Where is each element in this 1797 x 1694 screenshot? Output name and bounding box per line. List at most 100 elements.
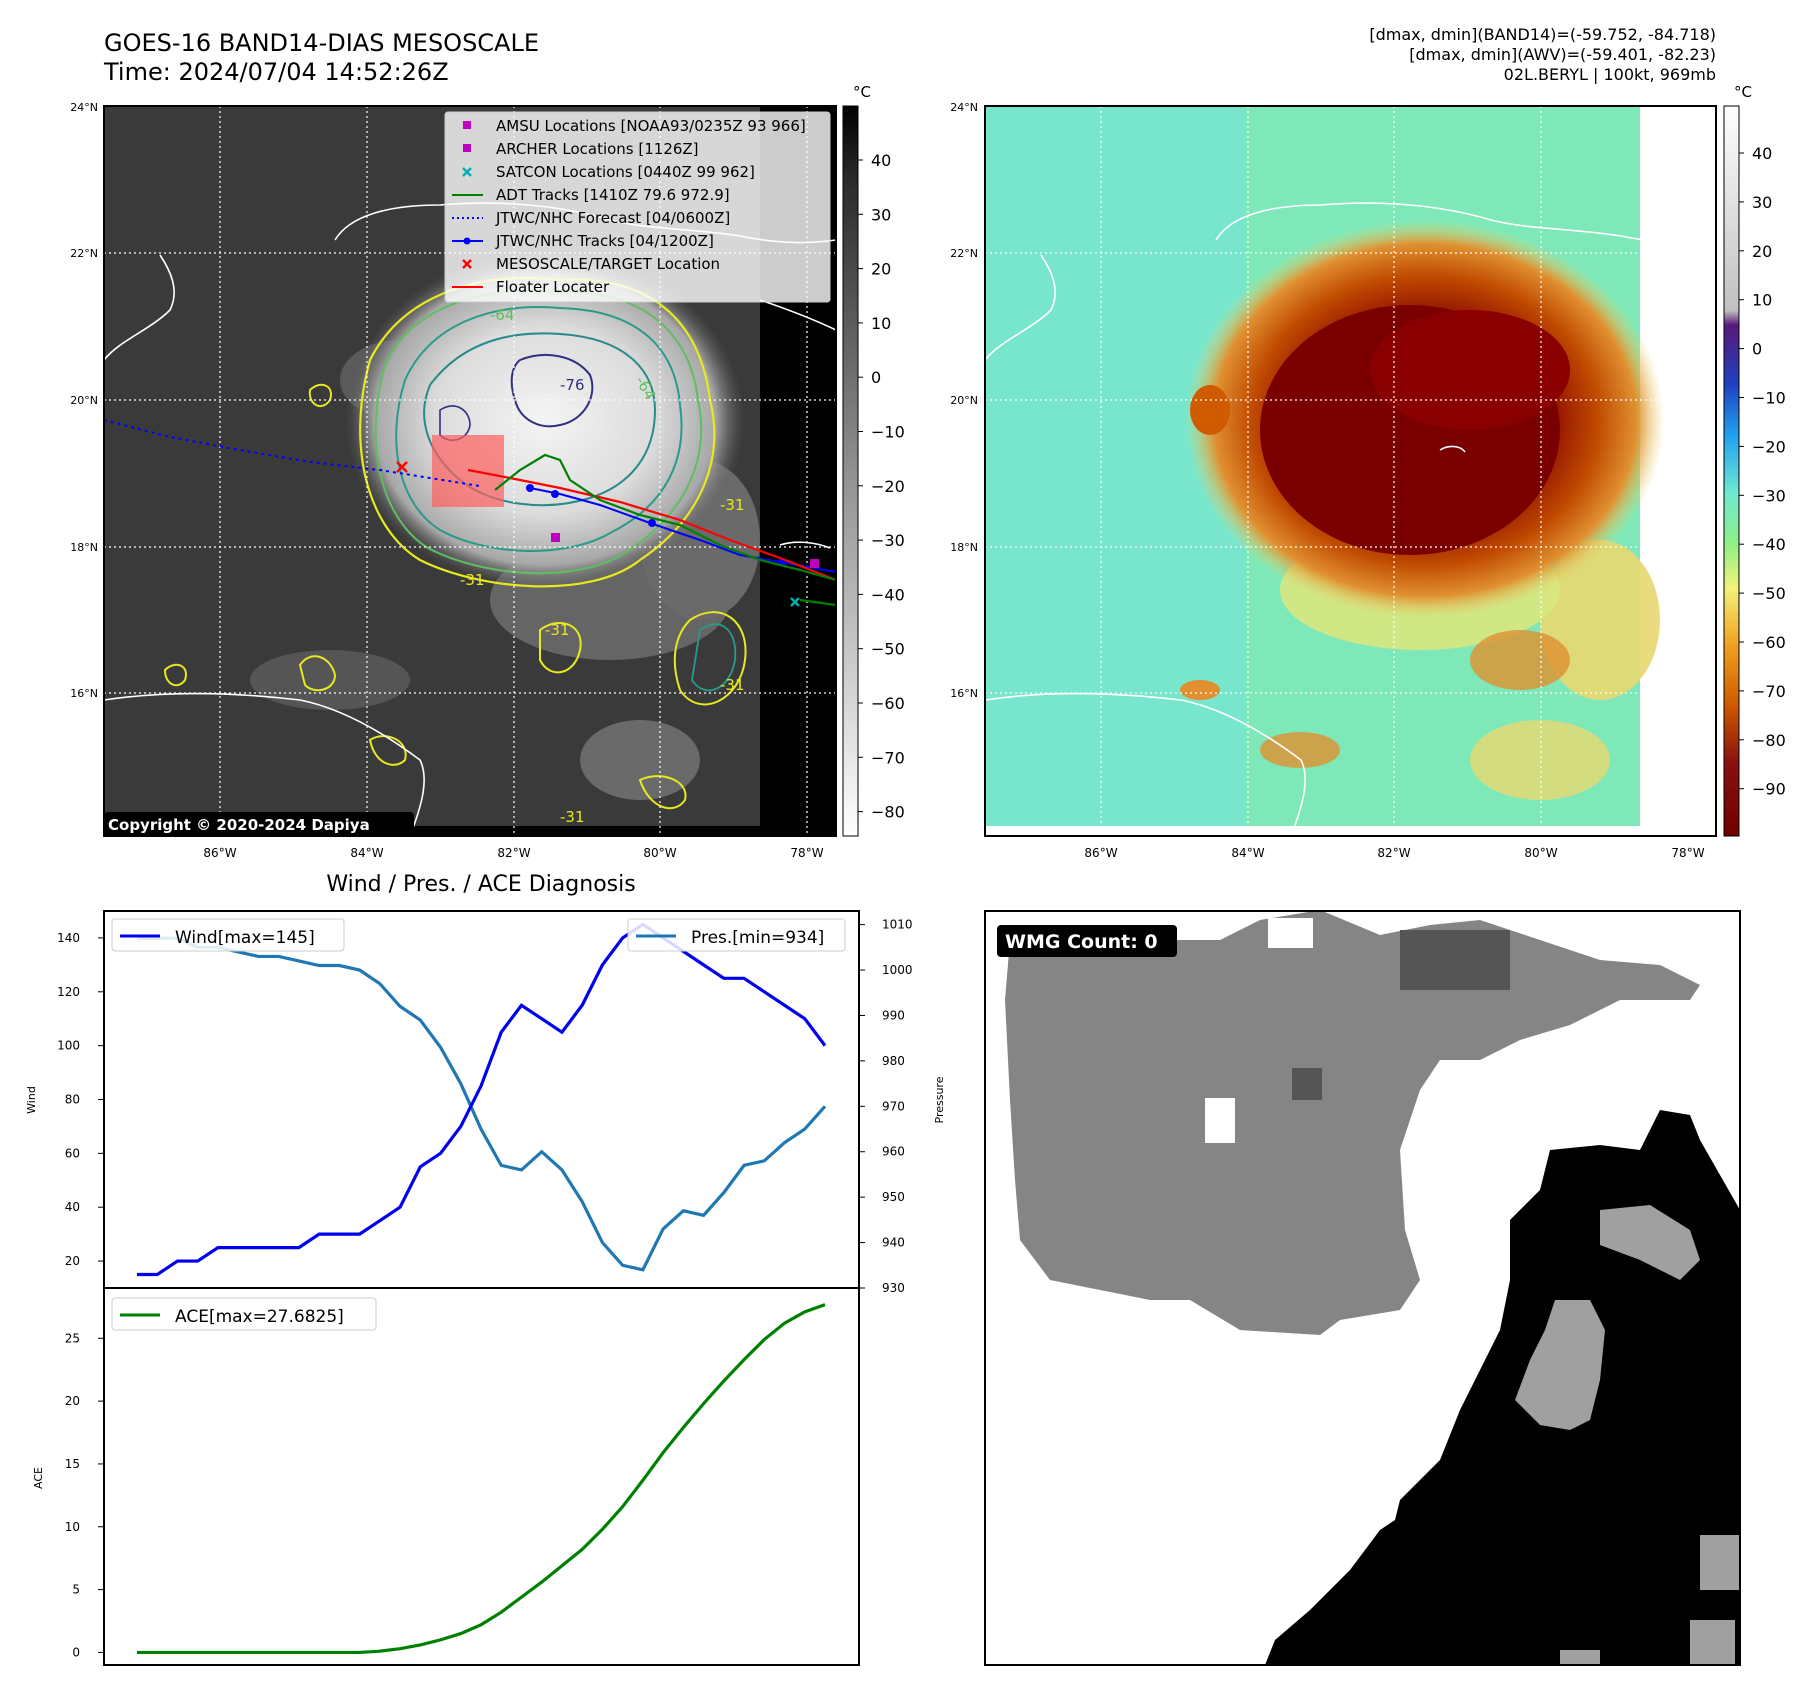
legend-label: ARCHER Locations [1126Z] xyxy=(496,140,699,158)
legend-label: Floater Locater xyxy=(496,278,610,296)
colorbar-tick-label: −70 xyxy=(871,748,905,767)
ace-tick-label: 5 xyxy=(72,1583,80,1597)
wmg-count-badge xyxy=(997,925,1177,957)
lon-label: 82°W xyxy=(497,846,530,860)
wind-tick-label: 40 xyxy=(65,1200,80,1214)
color-cell xyxy=(1190,385,1230,435)
wind-tick-label: 140 xyxy=(57,931,80,945)
adt-track-2 xyxy=(799,598,836,607)
lon-label: 86°W xyxy=(1084,846,1117,860)
wmg-light-patch xyxy=(1700,1535,1740,1590)
jtwc-track-points xyxy=(526,484,786,566)
legend-entry: AMSU Locations [NOAA93/0235Z 93 966] xyxy=(463,117,806,135)
band14-stat: [dmax, dmin](BAND14)=(-59.752, -84.718) xyxy=(1369,25,1716,44)
pressure-tick-label: 990 xyxy=(882,1008,905,1022)
ace-tick-label: 0 xyxy=(72,1645,80,1659)
pressure-tick-label: 940 xyxy=(882,1236,905,1250)
legend-entry: SATCON Locations [0440Z 99 962] xyxy=(462,163,755,181)
pressure-legend-label: Pres.[min=934] xyxy=(691,928,824,948)
lon-label: 80°W xyxy=(643,846,676,860)
satcon-marker xyxy=(790,597,800,607)
map2-lat-labels: 24°N 22°N 20°N 18°N 16°N xyxy=(950,101,978,700)
contour-label: -31 xyxy=(720,496,745,514)
lat-label: 24°N xyxy=(950,101,978,114)
contour-label: -31 xyxy=(560,808,585,826)
lon-label: 84°W xyxy=(1231,846,1264,860)
wind-tick-label: 60 xyxy=(65,1146,80,1160)
lat-label: 16°N xyxy=(950,687,978,700)
color-colorbar-bar xyxy=(1723,105,1740,837)
colorbar-tick-label: −70 xyxy=(1752,682,1786,701)
legend-label: JTWC/NHC Tracks [04/1200Z] xyxy=(495,232,714,250)
coastline-belize xyxy=(104,254,175,361)
wind-legend xyxy=(111,918,345,952)
lon-label: 86°W xyxy=(203,846,236,860)
colorbar-tick-label: −80 xyxy=(871,803,905,822)
coastline-cayman xyxy=(1439,445,1466,453)
coastline-central-america xyxy=(104,692,425,836)
archer-marker xyxy=(551,533,560,542)
ir-color-map: 24°N 22°N 20°N 18°N 16°N 86°W 84°W 82°W … xyxy=(950,101,1717,860)
wmg-white-hole xyxy=(1268,918,1313,948)
adt-track xyxy=(494,453,836,582)
wmg-frame xyxy=(984,910,1741,1666)
wind-plot-frame xyxy=(103,910,860,1289)
no-data-bottom xyxy=(104,826,836,836)
color-cell xyxy=(1180,680,1220,700)
wmg-light-patch xyxy=(1690,1620,1735,1665)
colorbar-tick-label: 30 xyxy=(871,205,891,224)
wmg-count-label: WMG Count: 0 xyxy=(1005,931,1158,953)
lat-label: 18°N xyxy=(70,541,98,554)
colorbar-tick-label: 20 xyxy=(1752,242,1772,261)
contour-label: -31 xyxy=(720,676,745,694)
storm-color-core2 xyxy=(1370,310,1570,430)
amsu-marker xyxy=(810,559,819,568)
gray-colorbar-unit: °C xyxy=(853,83,871,101)
colorbar-tick-label: 0 xyxy=(871,368,881,387)
legend-entry: ADT Tracks [1410Z 79.6 972.9] xyxy=(452,186,730,204)
legend-square-marker xyxy=(463,121,471,129)
contour-cell xyxy=(163,663,187,687)
ace-tick-label: 10 xyxy=(65,1520,80,1534)
contour-label: -31 xyxy=(460,571,485,589)
copyright-text: Copyright © 2020-2024 Dapiya xyxy=(108,816,370,834)
wmg-mask-panel: WMG Count: 0 xyxy=(984,910,1741,1666)
ace-tick-label: 15 xyxy=(65,1457,80,1471)
wind-legend-label: Wind[max=145] xyxy=(175,928,315,948)
colorbar-tick-label: −60 xyxy=(1752,633,1786,652)
colorbar-tick-label: −30 xyxy=(871,531,905,550)
map2-frame xyxy=(984,105,1717,837)
legend-entry: ARCHER Locations [1126Z] xyxy=(463,140,699,158)
colorbar-tick-label: −40 xyxy=(871,585,905,604)
ace-tick-label: 20 xyxy=(65,1394,80,1408)
color-cell xyxy=(1260,732,1340,768)
legend-label: ADT Tracks [1410Z 79.6 972.9] xyxy=(496,186,730,204)
legend-entry: JTWC/NHC Tracks [04/1200Z] xyxy=(452,232,714,250)
pressure-tick-label: 1000 xyxy=(882,963,913,977)
diagnosis-title: Wind / Pres. / ACE Diagnosis xyxy=(326,872,635,897)
lon-label: 78°W xyxy=(1671,846,1704,860)
colorbar-tick-label: −20 xyxy=(1752,437,1786,456)
color-cell xyxy=(1470,630,1570,690)
contour-label: -76 xyxy=(560,376,585,394)
copyright-box xyxy=(104,812,414,836)
coastline-belize xyxy=(985,254,1056,361)
legend-label: JTWC/NHC Forecast [04/0600Z] xyxy=(495,209,730,227)
floater-locater-line xyxy=(467,468,836,582)
gray-colorbar-bar xyxy=(842,105,859,837)
lat-label: 16°N xyxy=(70,687,98,700)
coastline-cuba xyxy=(759,299,836,331)
map-legend: AMSU Locations [NOAA93/0235Z 93 966] ARCH… xyxy=(444,111,831,303)
legend-entry: Floater Locater xyxy=(452,278,610,296)
map2-lon-labels: 86°W 84°W 82°W 80°W 78°W xyxy=(1084,846,1704,860)
wind-tick-label: 100 xyxy=(57,1039,80,1053)
ace-axis-label: ACE xyxy=(32,1467,45,1489)
pressure-legend xyxy=(627,918,846,952)
colorbar-tick-label: −10 xyxy=(871,423,905,442)
colorbar-tick-label: 40 xyxy=(871,151,891,170)
pressure-tick-label: 960 xyxy=(882,1145,905,1159)
pressure-tick-label: 970 xyxy=(882,1099,905,1113)
ace-legend xyxy=(111,1297,377,1331)
ace-line xyxy=(137,1303,826,1655)
